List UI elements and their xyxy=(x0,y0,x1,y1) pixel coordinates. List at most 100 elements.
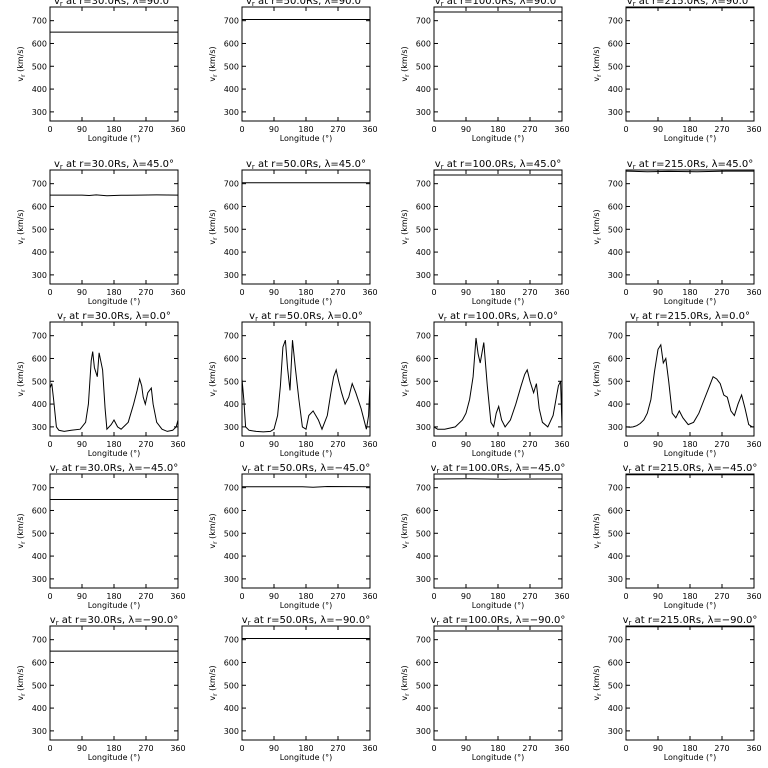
y-label-subscript: r xyxy=(404,541,411,544)
x-tick-label: 360 xyxy=(362,440,377,449)
y-label-symbol: v xyxy=(16,240,25,245)
x-tick-label: 90 xyxy=(269,288,279,297)
x-tick-label: 270 xyxy=(522,744,537,753)
y-tick-label: 600 xyxy=(416,658,431,667)
panel-title: vr at r=50.0Rs, λ=45.0° xyxy=(246,159,366,171)
title-symbol: v xyxy=(623,463,629,474)
panel-title: vr at r=30.0Rs, λ=0.0° xyxy=(57,311,171,323)
x-axis-label: Longitude (°) xyxy=(472,134,525,143)
panel-15: vr at r=100.0Rs, λ=−45.0°0 90 180 270 360300… xyxy=(400,463,570,610)
x-axis-label: Longitude (°) xyxy=(664,449,717,458)
series-line xyxy=(433,337,563,430)
y-label-subscript: r xyxy=(596,74,603,77)
x-tick-label: 360 xyxy=(362,744,377,753)
x-tick-label: 180 xyxy=(298,592,313,601)
panel-19: vr at r=100.0Rs, λ=−90.0°0 90 180 270 360300… xyxy=(400,615,570,762)
panel-title: vr at r=100.0Rs, λ=−90.0° xyxy=(431,615,566,627)
y-label-subscript: r xyxy=(596,693,603,696)
x-tick-label: 90 xyxy=(77,440,87,449)
x-tick-label: 0 xyxy=(239,440,244,449)
y-tick-label: 400 xyxy=(32,552,47,561)
y-label-symbol: v xyxy=(208,77,217,82)
x-tick-label: 180 xyxy=(682,125,697,134)
title-symbol: v xyxy=(54,159,60,170)
y-tick-label: 400 xyxy=(608,704,623,713)
plot-frame xyxy=(625,625,755,741)
y-tick-label: 500 xyxy=(608,62,623,71)
y-tick-label: 300 xyxy=(32,108,47,117)
x-axis-label: Longitude (°) xyxy=(280,134,333,143)
y-tick-label: 600 xyxy=(224,202,239,211)
panel-17: vr at r=30.0Rs, λ=−90.0°0 90 180 270 3603004… xyxy=(16,615,186,762)
title-subscript: r xyxy=(56,467,59,475)
series-line xyxy=(241,340,371,433)
x-tick-label: 270 xyxy=(330,744,345,753)
panel-1: vr at r=30.0Rs, λ=90.0°0 90 180 270 36030040… xyxy=(16,0,186,143)
y-axis-label: vr (km/s) xyxy=(592,209,603,244)
plot-frame xyxy=(49,169,179,285)
x-tick-label: 180 xyxy=(682,440,697,449)
x-tick-label: 90 xyxy=(461,592,471,601)
y-label-subscript: r xyxy=(212,541,219,544)
panel-12: vr at r=215.0Rs, λ=0.0°0 90 180 270 36030040… xyxy=(592,311,762,458)
plot-frame xyxy=(433,321,563,437)
panel-16: vr at r=215.0Rs, λ=−45.0°0 90 180 270 360300… xyxy=(592,463,762,610)
y-tick-label: 500 xyxy=(224,529,239,538)
panel-title: vr at r=30.0Rs, λ=45.0° xyxy=(54,159,174,171)
x-axis-label: Longitude (°) xyxy=(472,753,525,762)
y-tick-label: 600 xyxy=(608,202,623,211)
y-tick-label: 700 xyxy=(32,180,47,189)
y-axis-label: vr (km/s) xyxy=(16,209,27,244)
y-label-subscript: r xyxy=(20,693,27,696)
y-tick-label: 600 xyxy=(32,39,47,48)
y-label-unit: (km/s) xyxy=(592,513,601,541)
y-label-unit: (km/s) xyxy=(400,665,409,693)
panel-3: vr at r=100.0Rs, λ=90.0°0 90 180 270 3603004… xyxy=(400,0,570,143)
x-axis-label: Longitude (°) xyxy=(88,753,141,762)
plot-frame xyxy=(433,473,563,589)
y-tick-label: 700 xyxy=(416,484,431,493)
x-tick-label: 180 xyxy=(682,288,697,297)
panel-5: vr at r=30.0Rs, λ=45.0°0 90 180 270 36030040… xyxy=(16,159,186,306)
y-label-symbol: v xyxy=(592,77,601,82)
y-tick-label: 600 xyxy=(416,506,431,515)
title-symbol: v xyxy=(627,159,633,170)
x-tick-label: 0 xyxy=(431,125,436,134)
title-text: at r=100.0Rs, λ=90.0° xyxy=(444,0,562,7)
x-tick-label: 360 xyxy=(746,440,761,449)
y-tick-label: 500 xyxy=(608,681,623,690)
y-tick-label: 700 xyxy=(416,636,431,645)
y-label-subscript: r xyxy=(20,74,27,77)
y-axis-label: vr (km/s) xyxy=(592,361,603,396)
title-symbol: v xyxy=(54,0,60,7)
x-tick-label: 180 xyxy=(106,440,121,449)
x-tick-label: 270 xyxy=(330,440,345,449)
y-label-unit: (km/s) xyxy=(592,361,601,389)
x-tick-label: 0 xyxy=(239,744,244,753)
x-tick-label: 0 xyxy=(47,440,52,449)
x-tick-label: 360 xyxy=(554,288,569,297)
x-tick-label: 90 xyxy=(653,440,663,449)
panel-title: vr at r=215.0Rs, λ=−90.0° xyxy=(623,615,758,627)
plot-frame xyxy=(241,625,371,741)
plot-frame xyxy=(433,6,563,122)
panel-18: vr at r=50.0Rs, λ=−90.0°0 90 180 270 3603004… xyxy=(208,615,378,762)
x-tick-label: 180 xyxy=(682,592,697,601)
y-axis-label: vr (km/s) xyxy=(400,46,411,81)
title-text: at r=215.0Rs, λ=45.0° xyxy=(636,159,754,170)
y-tick-label: 400 xyxy=(224,704,239,713)
y-tick-label: 500 xyxy=(416,377,431,386)
title-symbol: v xyxy=(50,463,56,474)
title-subscript: r xyxy=(60,0,63,8)
x-tick-label: 0 xyxy=(623,125,628,134)
y-axis-label: vr (km/s) xyxy=(400,361,411,396)
title-text: at r=50.0Rs, λ=90.0° xyxy=(255,0,366,7)
x-tick-label: 270 xyxy=(714,744,729,753)
y-tick-label: 300 xyxy=(608,423,623,432)
y-tick-label: 700 xyxy=(224,332,239,341)
title-text: at r=50.0Rs, λ=45.0° xyxy=(255,159,366,170)
y-tick-label: 400 xyxy=(416,552,431,561)
x-tick-label: 90 xyxy=(461,125,471,134)
y-tick-label: 700 xyxy=(32,636,47,645)
y-label-unit: (km/s) xyxy=(16,665,25,693)
